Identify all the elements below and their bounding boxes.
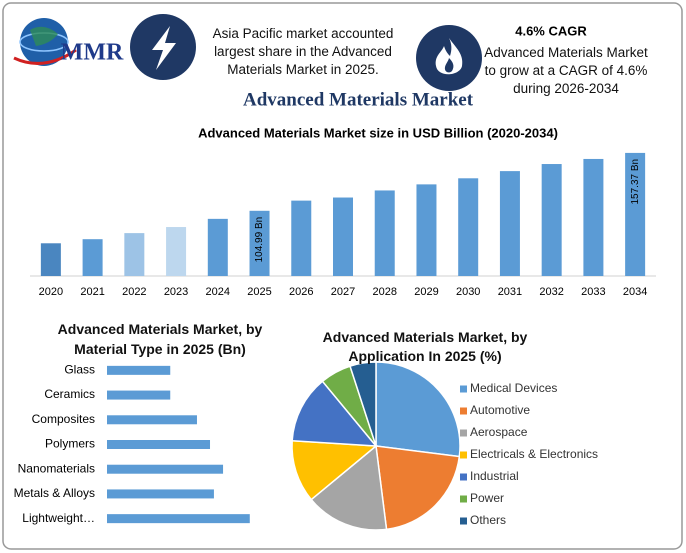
x-tick-label: 2023 [164,286,188,298]
bar [40,243,61,276]
legend-label: Electricals & Electronics [470,447,598,461]
bar [107,464,224,474]
bolt-icon [130,14,196,80]
legend-label: Industrial [470,469,519,483]
bar [583,158,604,276]
bar [107,489,214,499]
cagr-title: 4.6% CAGR [515,23,587,38]
pie-slice [291,380,378,447]
logo-text: MMR [61,40,124,66]
legend-marker [460,517,467,525]
chart-title: Advanced Materials Market size in USD Bi… [198,125,558,140]
legend-marker [460,451,467,459]
y-tick-label: Metals & Alloys [14,486,95,500]
legend-marker [460,385,467,393]
x-tick-label: 2022 [122,286,146,298]
flame-icon [416,25,482,91]
legend-label: Others [470,513,506,527]
bar [107,514,250,524]
y-tick-label: Polymers [45,437,95,451]
bar [374,190,395,276]
bar [107,415,197,425]
data-label: 104.99 Bn [254,217,265,263]
bar [333,197,353,276]
x-tick-label: 2031 [498,286,522,298]
y-tick-label: Lightweight… [22,511,95,525]
x-tick-label: 2030 [456,286,480,298]
legend-marker [460,407,467,415]
bar [499,171,520,276]
data-label: 157.37 Bn [630,159,641,205]
bar [458,178,479,276]
bar [124,233,145,276]
pie-slice [375,445,461,531]
bar [249,210,270,276]
bar [107,365,171,375]
bar [107,390,171,400]
highlight-text: Advanced Materials Market to grow at a C… [484,45,648,96]
y-tick-label: Composites [32,412,95,426]
main-title: Advanced Materials Market [243,89,474,110]
bar [625,152,646,276]
x-tick-label: 2029 [414,286,438,298]
legend-label: Power [470,491,504,505]
x-tick-label: 2032 [539,286,563,298]
x-tick-label: 2034 [623,286,647,298]
x-tick-label: 2021 [80,286,104,298]
pie-slice [310,444,388,531]
pie-slice [375,361,461,458]
legend-marker [460,429,467,437]
legend-marker [460,473,467,481]
x-tick-label: 2026 [289,286,313,298]
x-tick-label: 2025 [247,286,271,298]
legend-label: Medical Devices [470,381,557,395]
x-tick-label: 2020 [39,286,63,298]
logo [13,18,77,66]
legend-label: Automotive [470,403,530,417]
x-tick-label: 2033 [581,286,605,298]
bar [107,440,211,449]
y-tick-label: Nanomaterials [18,461,95,475]
x-tick-label: 2024 [206,286,230,298]
y-tick-label: Ceramics [44,387,95,401]
bar [82,239,103,276]
chart-title: Advanced Materials Market, by Material T… [57,321,263,357]
bar [207,218,228,276]
highlight-text: Asia Pacific market accounted largest sh… [212,26,394,77]
legend-marker [460,495,467,503]
x-tick-label: 2027 [331,286,355,298]
legend-label: Aerospace [470,425,528,439]
bar [541,164,562,276]
bar [416,184,437,276]
pie-slice [349,361,377,447]
pie-slice [291,439,378,501]
x-tick-label: 2028 [372,286,396,298]
bar [291,200,312,276]
chart-title: Advanced Materials Market, by Applicatio… [322,329,528,364]
bar [166,227,187,276]
y-tick-label: Glass [64,363,95,377]
